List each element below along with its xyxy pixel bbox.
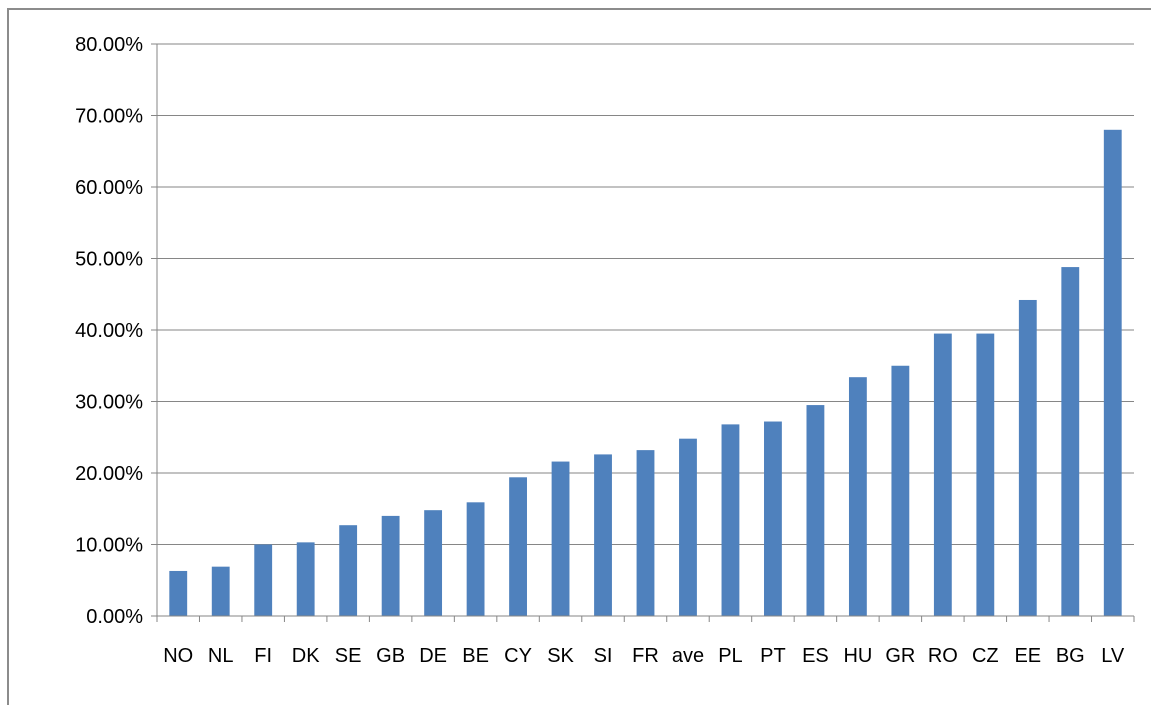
x-tick-label: EE [1014,645,1041,667]
bar-sk [551,461,570,616]
y-tick-label: 50.00% [75,249,143,271]
y-tick-label: 40.00% [75,320,143,342]
x-tick-label: ave [672,645,704,667]
bar-chart: 0.00% 10.00% 20.00% 30.00% 40.00% 50.00% 60.00… [75,34,1135,667]
y-tick-label: 80.00% [75,34,143,56]
bar-si [594,454,612,616]
x-tick-label: FR [632,645,659,667]
x-tick-label: GB [376,645,405,667]
bar-fi [254,544,273,616]
x-tick-label: SE [335,645,362,667]
x-tick-label: NO [163,645,193,667]
x-tick-label: CZ [972,645,999,667]
x-tick-label: FI [254,645,272,667]
x-tick-label: BG [1056,645,1085,667]
bar-es [806,405,825,616]
bar-lv [1103,129,1122,617]
bar-be [466,502,485,616]
bar-fr [636,450,655,616]
y-tick-label: 10.00% [75,535,143,557]
x-tick-label: RO [928,645,958,667]
bar-gb [381,515,400,616]
y-tick-label: 30.00% [75,392,143,414]
x-tick-label: BE [462,645,489,667]
y-tick-label: 60.00% [75,177,143,199]
x-tick-label: HU [843,645,872,667]
x-tick-label: PL [718,645,742,667]
gridlines [157,43,1134,545]
bar-pt [764,421,782,616]
bar-de [424,510,443,616]
x-tick-label: DK [292,645,320,667]
bar-ee [1018,299,1037,616]
bar-se [339,525,358,616]
bar-dk [296,542,315,616]
x-tick-label: CY [504,645,532,667]
x-tick-label: GR [885,645,915,667]
bar-cz [976,333,995,616]
bars [169,129,1122,617]
bar-ro [933,333,952,616]
bar-bg [1061,267,1080,616]
bar-no [169,570,188,616]
x-tick-label: ES [802,645,829,667]
bar-hu [848,377,867,616]
bar-cy [509,477,527,616]
axes [151,43,1135,622]
y-tick-labels: 0.00% 10.00% 20.00% 30.00% 40.00% 50.00% 60.00… [75,34,143,628]
x-tick-label: LV [1101,645,1125,667]
x-tick-labels: NO NL FI DK SE GB DE BE CY SK SI FR ave PL PT ES HU GR RO C… [163,645,1125,667]
bar-ave [679,438,697,616]
x-tick-label: NL [208,645,234,667]
bar-gr [891,365,910,616]
y-tick-label: 20.00% [75,463,143,485]
x-tick-label: SK [547,645,574,667]
bar-nl [211,566,230,616]
chart-frame: 0.00% 10.00% 20.00% 30.00% 40.00% 50.00% 60.00… [7,8,1151,705]
x-tick-label: PT [760,645,786,667]
x-tick-label: SI [594,645,613,667]
bar-pl [721,424,740,616]
x-tick-label: DE [419,645,447,667]
y-tick-label: 70.00% [75,106,143,128]
y-tick-label: 0.00% [86,606,143,628]
